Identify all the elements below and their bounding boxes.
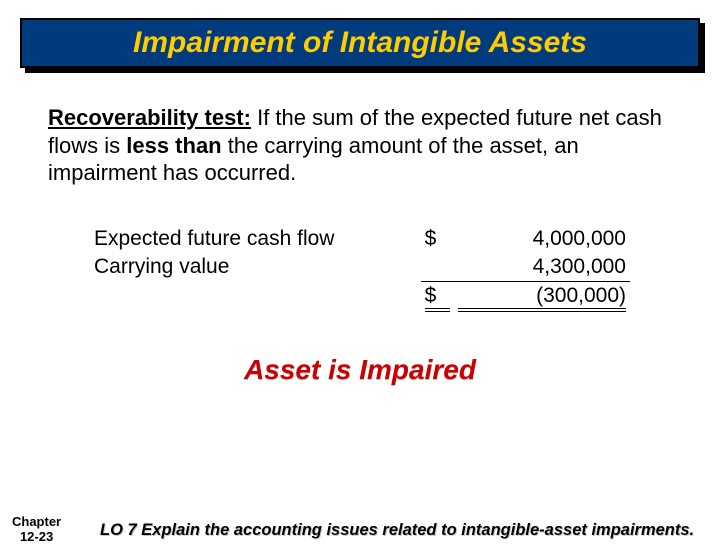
- title-banner: Impairment of Intangible Assets: [20, 18, 700, 68]
- lo-text: LO 7 Explain the accounting issues relat…: [100, 521, 694, 539]
- calc-value: 4,300,000: [454, 253, 630, 282]
- calc-table: Expected future cash flow $ 4,000,000 Ca…: [90, 225, 630, 314]
- calc-result-symbol: $: [421, 281, 454, 314]
- calc-result-value-cell: (300,000): [454, 281, 630, 314]
- calc-value: 4,000,000: [454, 225, 630, 253]
- conclusion-text: Asset is Impaired: [244, 354, 476, 385]
- paragraph-emph: less than: [126, 133, 221, 158]
- chapter-line2: 12-23: [20, 529, 53, 544]
- table-row-result: $ (300,000): [90, 281, 630, 314]
- calc-result-value: (300,000): [458, 284, 626, 312]
- chapter-line1: Chapter: [12, 514, 61, 529]
- conclusion: Asset is Impaired Asset is Impaired: [0, 354, 720, 386]
- paragraph-lead: Recoverability test:: [48, 105, 251, 130]
- title-text: Impairment of Intangible Assets: [20, 18, 700, 68]
- calc-result-label: [90, 281, 421, 314]
- table-row: Carrying value 4,300,000: [90, 253, 630, 282]
- recoverability-paragraph: Recoverability test: If the sum of the e…: [48, 104, 672, 187]
- learning-objective: LO 7 Explain the accounting issues relat…: [100, 521, 710, 540]
- calc-label: Carrying value: [90, 253, 421, 282]
- calc-symbol: [421, 253, 454, 282]
- calc-label: Expected future cash flow: [90, 225, 421, 253]
- calc-symbol: $: [421, 225, 454, 253]
- calc-table-wrap: Expected future cash flow $ 4,000,000 Ca…: [90, 225, 630, 314]
- table-row: Expected future cash flow $ 4,000,000: [90, 225, 630, 253]
- calc-result-symbol-text: $: [425, 284, 450, 312]
